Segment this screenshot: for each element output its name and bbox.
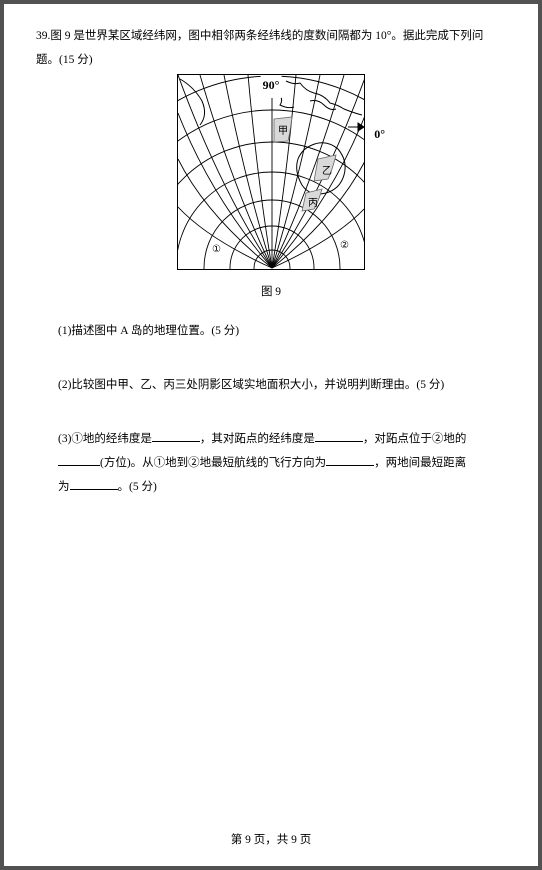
marker-jia: 甲 bbox=[276, 121, 290, 142]
blank-4[interactable] bbox=[326, 454, 374, 466]
marker-two: ② bbox=[338, 235, 351, 256]
p3-seg7: 。(5 分) bbox=[118, 481, 157, 493]
p3-seg1: (3)①地的经纬度是 bbox=[58, 433, 152, 445]
p3-seg6: 为 bbox=[58, 481, 70, 493]
question-number: 39. bbox=[36, 30, 50, 42]
p3-seg5: ，两地间最短距离 bbox=[374, 457, 466, 469]
blank-3[interactable] bbox=[58, 454, 100, 466]
blank-2[interactable] bbox=[315, 430, 363, 442]
label-90-deg: 90° bbox=[261, 74, 282, 98]
p3-seg3: ，对跖点位于②地的 bbox=[363, 433, 467, 445]
question-intro-line1: 39.图 9 是世界某区域经纬网，图中相邻两条经纬线的度数间隔都为 10°。据此… bbox=[36, 24, 506, 48]
question-part-3: (3)①地的经纬度是 ，其对跖点的经纬度是 ，对跖点位于②地的 (方位)。从①地到②… bbox=[36, 427, 506, 499]
marker-one: ① bbox=[210, 239, 223, 260]
intro-text-a: 图 9 是世界某区域经纬网，图中相邻两条经纬线的度数间隔都为 10°。据此完成下… bbox=[50, 30, 483, 42]
p3-seg4: (方位)。从①地到②地最短航线的飞行方向为 bbox=[100, 457, 326, 469]
label-0-deg: 0° bbox=[374, 122, 385, 147]
marker-bing: 丙 bbox=[306, 193, 320, 214]
figure-caption: 图 9 bbox=[177, 280, 365, 304]
figure-container: 90° 甲 乙 丙 ① ② 0° 图 9 bbox=[36, 74, 506, 304]
page-footer: 第 9 页，共 9 页 bbox=[4, 828, 538, 852]
question-part-2: (2)比较图中甲、乙、丙三处阴影区域实地面积大小，并说明判断理由。(5 分) bbox=[36, 373, 506, 397]
p3-seg2: ，其对跖点的经纬度是 bbox=[200, 433, 315, 445]
blank-1[interactable] bbox=[152, 430, 200, 442]
map-svg bbox=[178, 75, 365, 270]
blank-5[interactable] bbox=[70, 479, 118, 491]
map-figure: 90° 甲 乙 丙 ① ② bbox=[177, 74, 365, 270]
question-part-1: (1)描述图中 A 岛的地理位置。(5 分) bbox=[36, 319, 506, 343]
exam-page: 39.图 9 是世界某区域经纬网，图中相邻两条经纬线的度数间隔都为 10°。据此… bbox=[4, 4, 538, 866]
marker-yi: 乙 bbox=[320, 161, 334, 182]
question-intro-line2: 题。(15 分) bbox=[36, 48, 506, 72]
